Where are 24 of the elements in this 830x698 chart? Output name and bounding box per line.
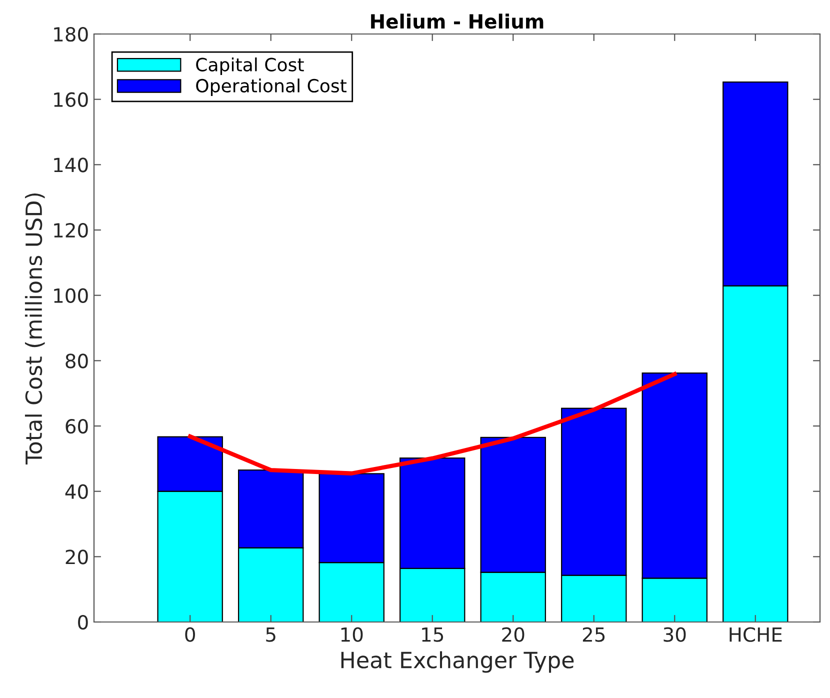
y-tick-label: 40 xyxy=(65,484,88,499)
x-axis-title: Heat Exchanger Type xyxy=(341,651,574,673)
y-tick-label: 120 xyxy=(54,222,88,238)
y-tick-label: 0 xyxy=(78,614,88,630)
legend-label: Operational Cost xyxy=(196,78,346,96)
y-tick-label: 100 xyxy=(54,288,88,303)
x-tick-label: 30 xyxy=(664,627,686,642)
x-tick-label: 0 xyxy=(185,627,195,642)
x-tick-label: 5 xyxy=(266,627,276,642)
y-tick-label: 160 xyxy=(54,92,88,107)
chart-title: Helium - Helium xyxy=(371,14,544,29)
x-tick-label: 25 xyxy=(582,627,605,642)
y-tick-label: 140 xyxy=(54,158,88,172)
legend-label: Capital Cost xyxy=(196,57,304,75)
x-tick-label: 15 xyxy=(422,627,444,642)
x-tick-label: HCHE xyxy=(730,627,782,642)
y-tick-label: 20 xyxy=(66,550,88,564)
x-tick-label: 20 xyxy=(502,627,524,642)
y-tick-label: 80 xyxy=(66,354,88,368)
x-tick-label: 10 xyxy=(341,627,363,642)
line-series xyxy=(188,372,677,476)
y-axis-title: Total Cost (millions USD) xyxy=(24,193,45,465)
y-tick-label: 180 xyxy=(54,26,88,42)
y-tick-label: 60 xyxy=(66,418,88,434)
